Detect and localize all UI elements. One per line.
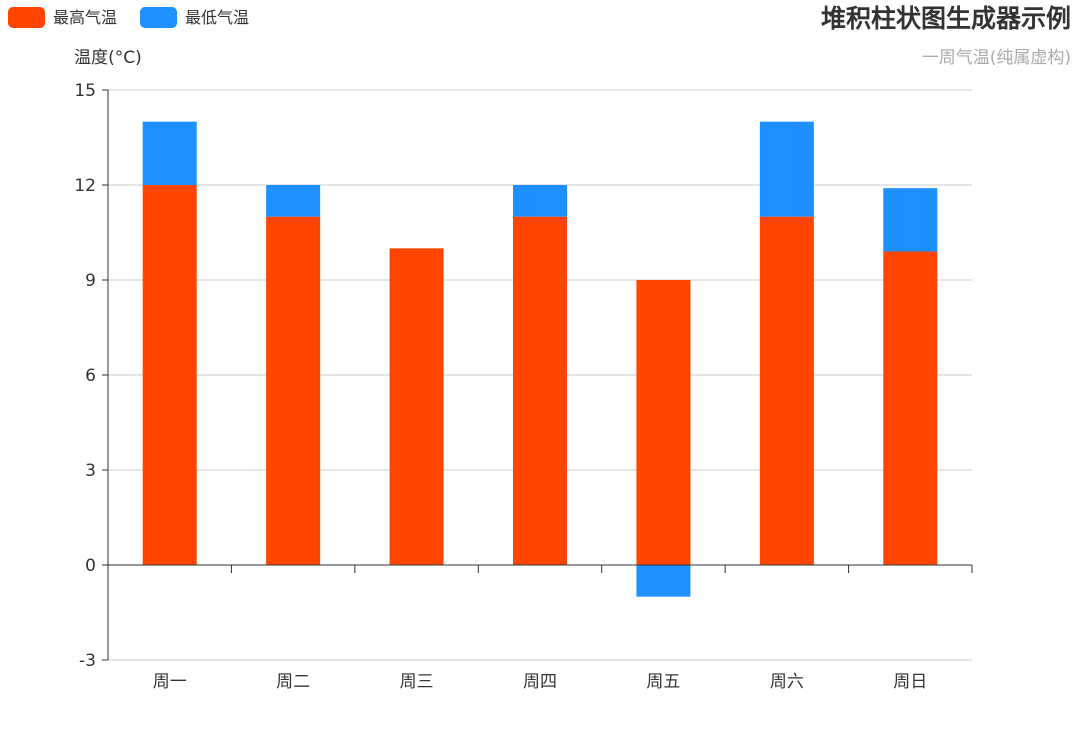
legend-swatch-1 xyxy=(140,7,177,28)
legend-label-1: 最低气温 xyxy=(185,8,249,27)
axes xyxy=(102,89,973,661)
x-tick-label: 周二 xyxy=(276,672,310,692)
chart-subtitle: 一周气温(纯属虚构) xyxy=(922,48,1071,68)
bar-high-3[interactable] xyxy=(513,216,567,565)
legend-swatch-0 xyxy=(8,7,45,28)
y-tick-label: 9 xyxy=(85,271,96,291)
chart-title: 堆积柱状图生成器示例 xyxy=(821,4,1071,33)
bar-high-4[interactable] xyxy=(636,280,691,565)
y-tick-label: 15 xyxy=(74,81,96,101)
bar-high-0[interactable] xyxy=(142,185,197,565)
bar-low-4[interactable] xyxy=(636,565,691,597)
bar-low-3[interactable] xyxy=(513,185,567,217)
bar-high-5[interactable] xyxy=(759,216,814,565)
bar-low-1[interactable] xyxy=(266,185,321,217)
legend: 最高气温 最低气温 xyxy=(8,7,249,28)
y-tick-label: 0 xyxy=(85,556,96,576)
y-axis-label: 温度(°C) xyxy=(74,48,142,68)
tick-labels: -3 0 3 6 9 12 15 周一 周二 周三 周四 周五 周六 周日 xyxy=(74,81,927,692)
bar-high-1[interactable] xyxy=(266,216,321,565)
legend-item-1[interactable]: 最低气温 xyxy=(140,7,249,28)
bar-high-2[interactable] xyxy=(389,248,444,566)
bar-high-6[interactable] xyxy=(883,251,938,566)
bar-low-5[interactable] xyxy=(759,121,814,217)
x-tick-label: 周三 xyxy=(400,672,434,692)
legend-label-0: 最高气温 xyxy=(53,8,117,27)
x-tick-label: 周一 xyxy=(153,672,187,692)
x-tick-label: 周六 xyxy=(770,672,804,692)
x-tick-label: 周五 xyxy=(646,672,680,692)
x-tick-label: 周日 xyxy=(893,672,927,692)
y-tick-label: 3 xyxy=(85,461,96,481)
y-tick-label: 6 xyxy=(85,366,96,386)
x-tick-label: 周四 xyxy=(523,672,557,692)
bars xyxy=(142,121,938,597)
y-tick-label: -3 xyxy=(79,651,96,671)
legend-item-0[interactable]: 最高气温 xyxy=(8,7,117,28)
bar-low-6[interactable] xyxy=(883,188,938,252)
bar-low-0[interactable] xyxy=(142,121,197,185)
y-tick-label: 12 xyxy=(74,176,96,196)
